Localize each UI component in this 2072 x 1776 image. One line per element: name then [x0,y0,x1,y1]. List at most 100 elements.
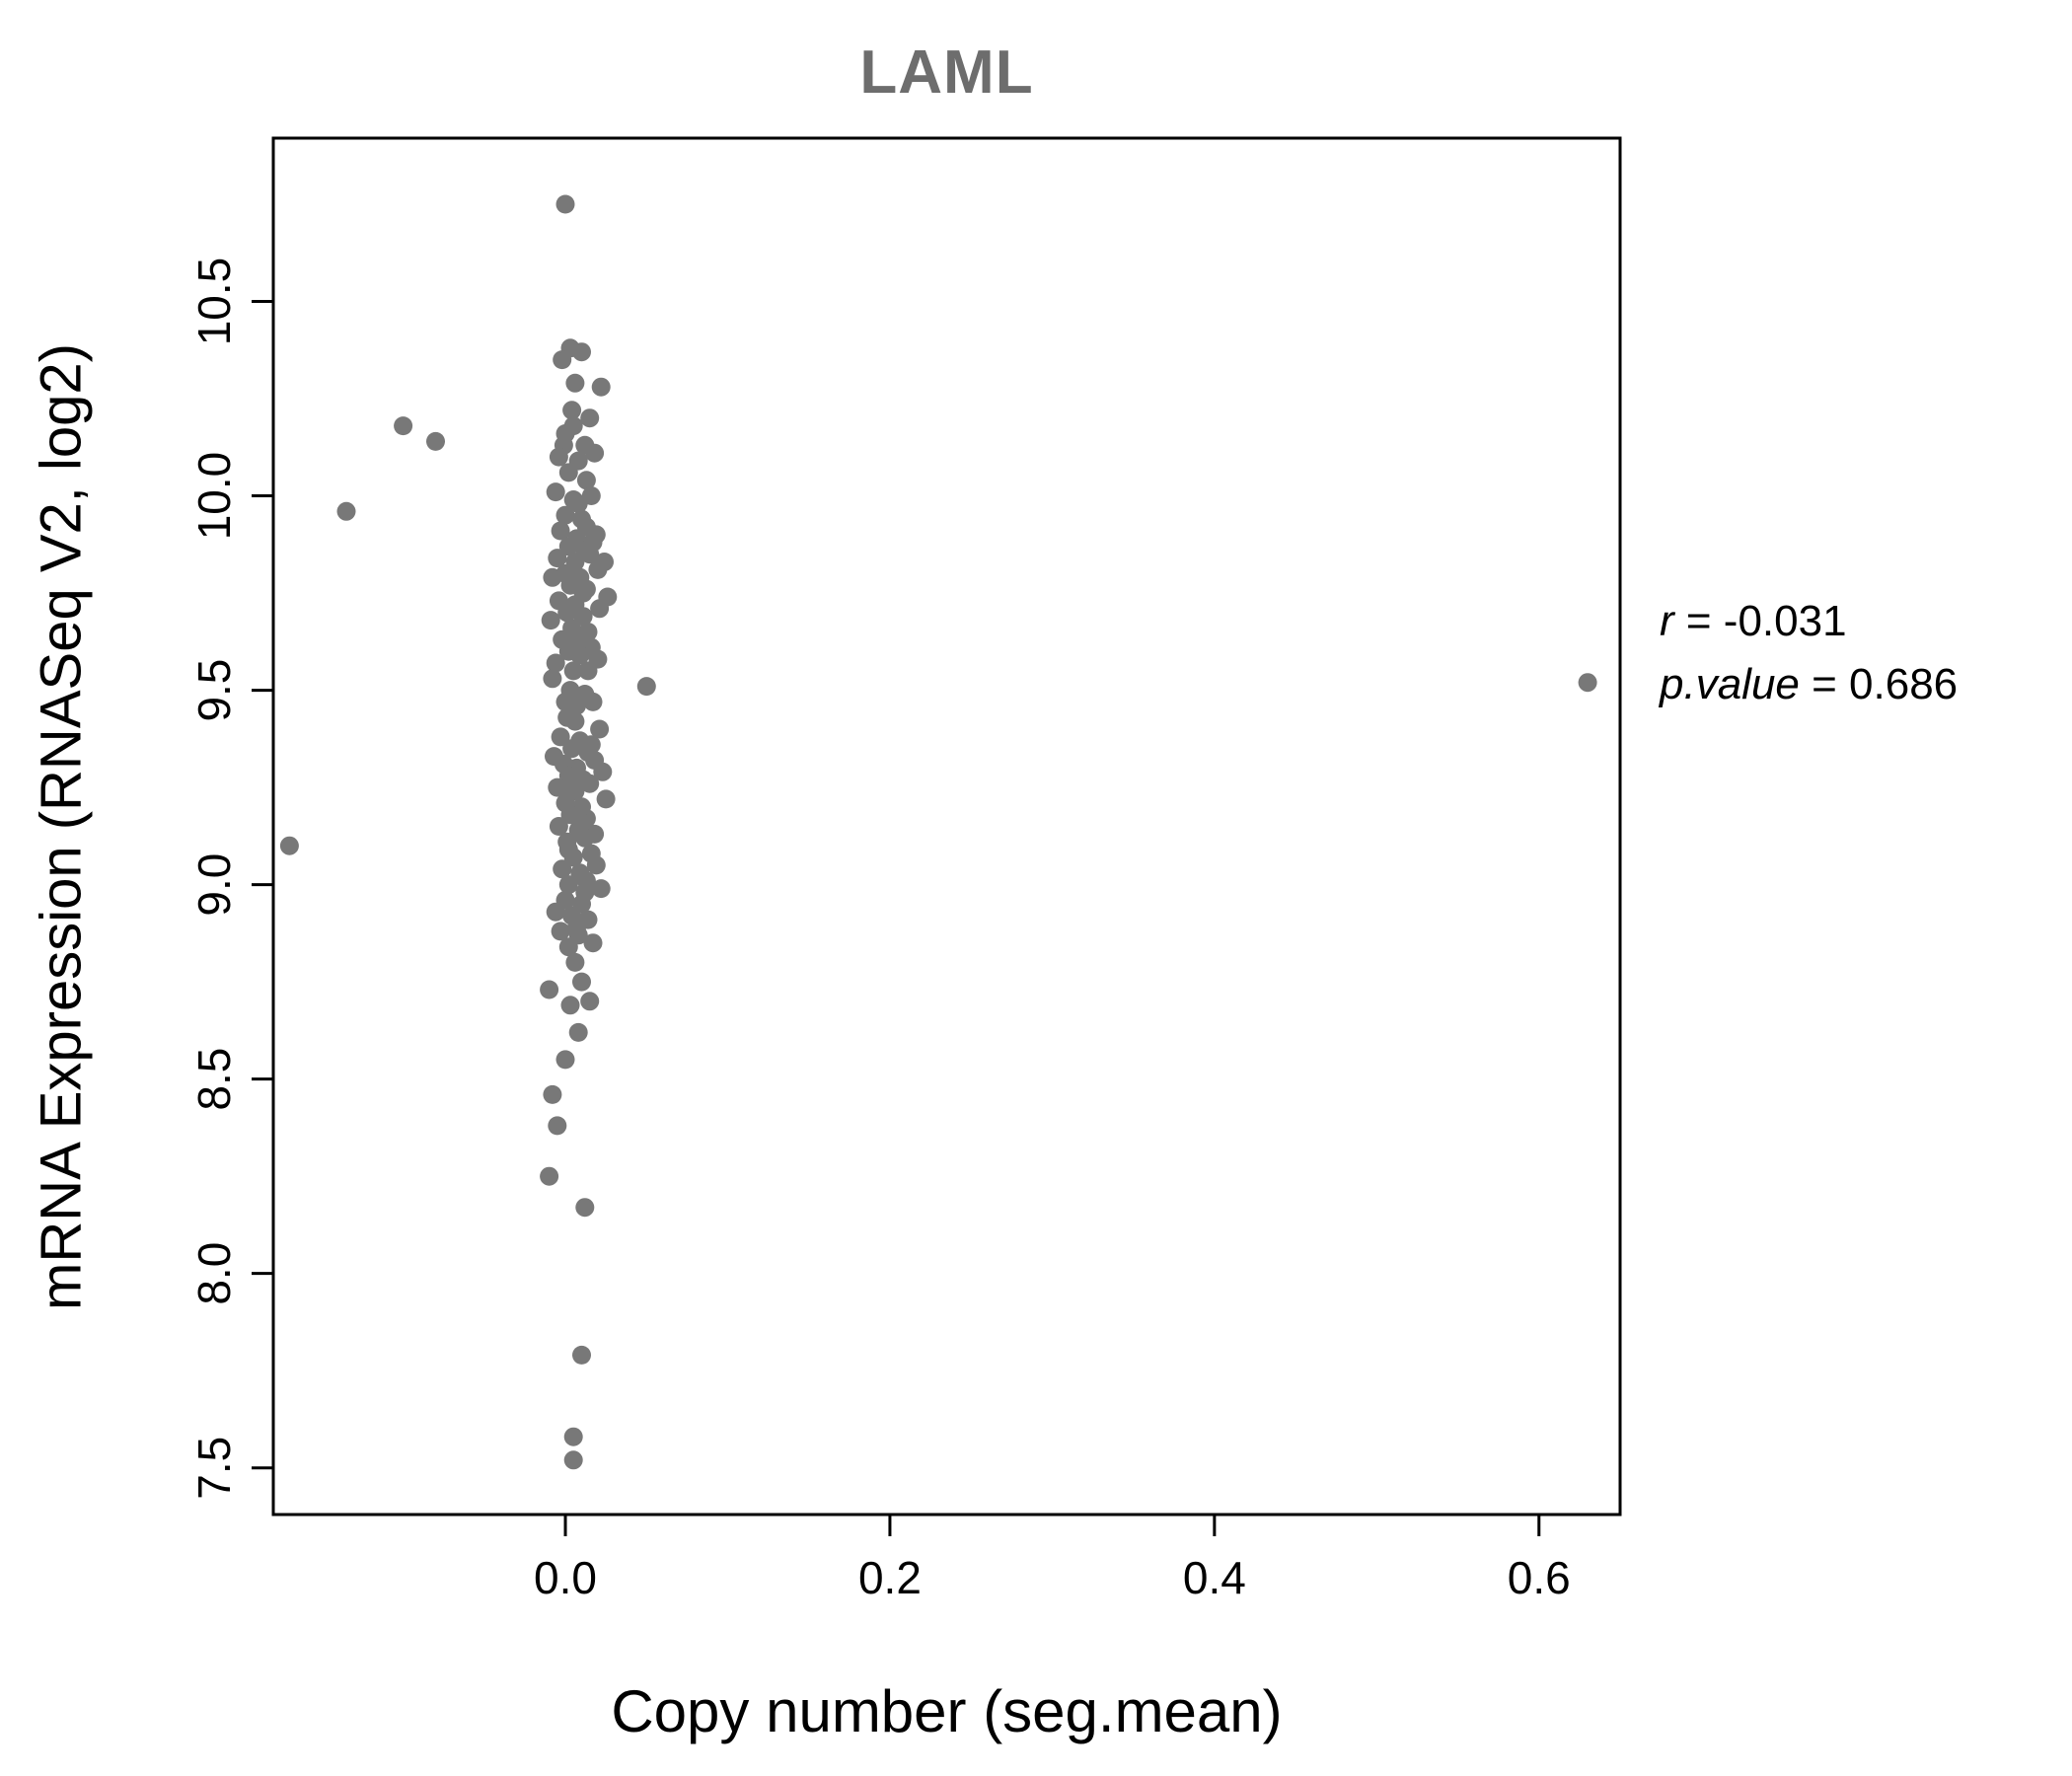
data-point [540,1166,559,1186]
data-point [562,739,582,759]
data-point [565,952,585,972]
y-tick-label: 7.5 [188,1437,240,1500]
r-value: = -0.031 [1673,597,1847,645]
data-point [557,781,577,801]
data-point [560,996,580,1015]
data-point [590,719,610,739]
y-tick-label: 8.5 [188,1048,240,1111]
data-point [563,661,583,681]
data-point [567,918,586,937]
data-point [572,342,591,362]
r-variable: r [1660,597,1674,645]
x-axis-label: Copy number (seg.mean) [611,1678,1283,1744]
data-point [557,603,577,623]
data-point [578,661,598,681]
x-tick-label: 0.2 [858,1552,922,1603]
data-point [548,549,567,568]
data-point [580,774,600,793]
y-tick-label: 8.0 [188,1242,240,1305]
data-point [580,992,600,1011]
data-point [586,855,606,875]
data-point [565,711,585,731]
data-point [558,875,578,895]
data-point [545,747,563,767]
data-point [540,980,559,999]
y-tick-label: 9.0 [188,853,240,917]
data-point [590,599,610,619]
data-point [551,922,570,941]
data-point [555,1050,575,1070]
y-tick-label: 10.0 [188,452,240,541]
data-point [553,859,572,879]
data-point [549,817,568,836]
data-point [541,611,560,630]
data-point [546,653,565,673]
data-point [563,848,583,867]
data-point [580,408,600,428]
data-point [583,533,603,553]
data-point [572,813,591,833]
x-tick-label: 0.0 [534,1552,597,1603]
data-point [568,1022,588,1042]
data-point [543,669,562,689]
data-point [546,902,565,922]
data-point [568,493,588,513]
y-tick-label: 9.5 [188,659,240,722]
data-point [426,431,445,451]
data-point [591,377,611,397]
data-point [543,567,562,587]
x-tick-label: 0.4 [1183,1552,1246,1603]
data-point [570,645,590,665]
plot-border [271,136,1622,1517]
data-point [558,937,578,957]
data-point [555,692,575,711]
data-point [576,471,596,490]
data-point [555,424,575,443]
data-point [558,537,578,556]
data-point [636,677,656,697]
data-point [1578,673,1597,693]
p-value: = 0.686 [1799,659,1959,708]
data-point [549,447,568,467]
y-tick-label: 10.5 [188,258,240,346]
data-point [573,607,593,627]
data-point [558,766,578,785]
data-point [591,879,611,899]
data-point [588,559,608,579]
data-point [558,463,578,482]
data-point [583,692,603,711]
data-point [593,762,613,781]
data-point [583,933,603,953]
data-point [563,1450,583,1470]
data-point [555,505,575,525]
data-point [562,626,582,645]
data-point [543,1084,562,1104]
p-variable: p.value [1660,659,1800,708]
data-point [581,735,601,755]
data-point [394,416,413,436]
data-point [563,1427,583,1446]
r-value-line: r = -0.031 [1660,590,1958,653]
data-point [575,828,595,848]
data-point [572,972,591,992]
data-point [551,727,570,747]
data-point [336,501,356,521]
data-point [576,517,596,537]
data-point [585,443,605,463]
data-point [565,373,585,393]
data-point [562,401,582,420]
data-point [279,836,299,855]
data-point [575,1198,595,1218]
data-point [548,1116,567,1136]
data-point [546,482,565,502]
p-value-line: p.value = 0.686 [1660,653,1958,716]
data-point [596,789,616,809]
chart-title: LAML [859,38,1034,107]
x-tick-label: 0.6 [1508,1552,1571,1603]
data-point [551,521,570,541]
data-point [555,194,575,214]
data-point [572,1345,591,1365]
correlation-annotation: r = -0.031 p.value = 0.686 [1660,590,1958,716]
